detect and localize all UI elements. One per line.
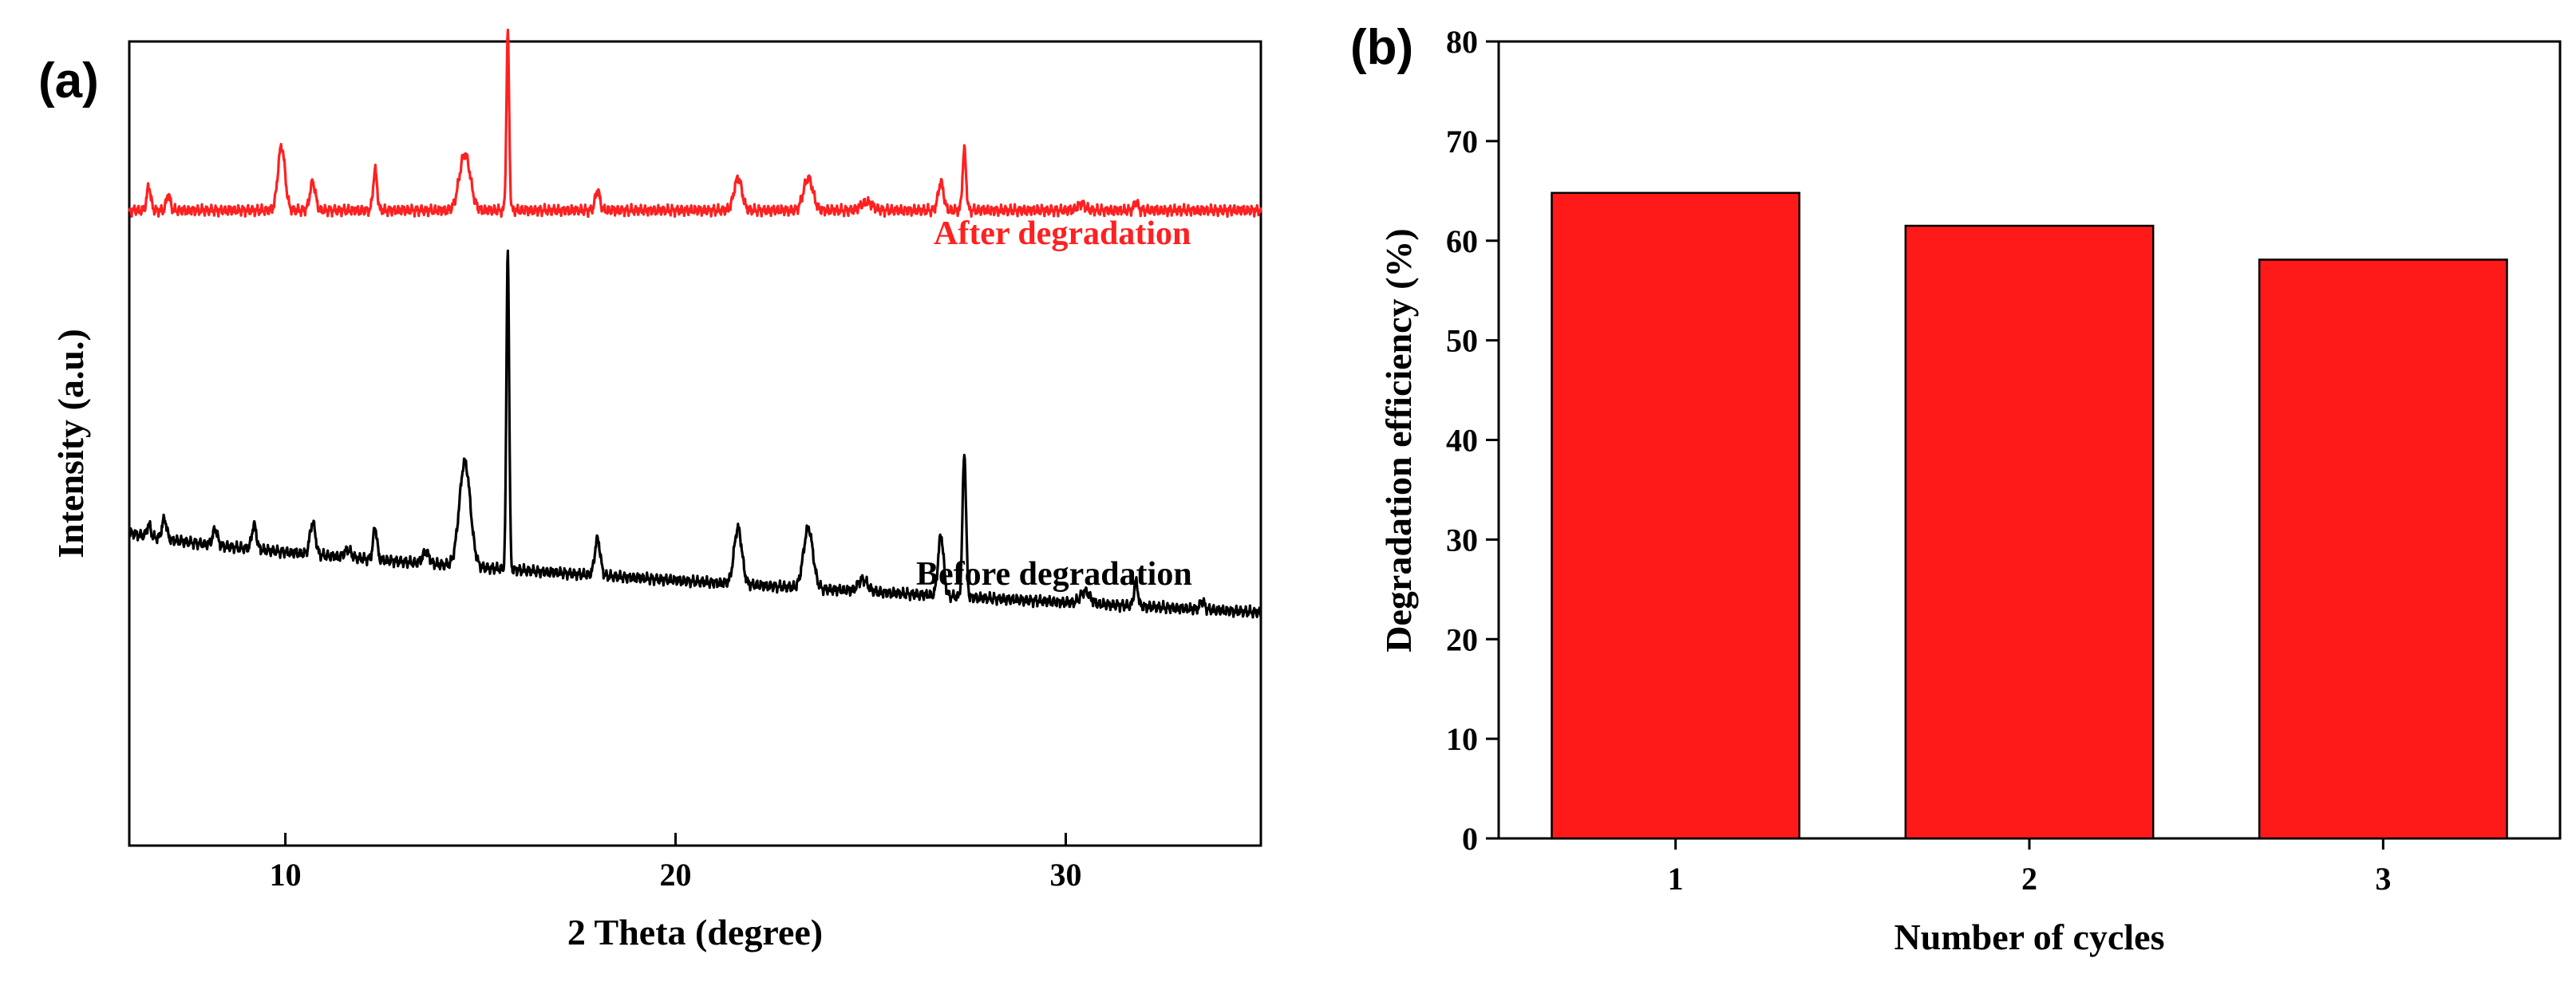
panel-a-series-line-before — [128, 249, 1262, 619]
panel-b-y-tick-label-30: 30 — [1446, 522, 1478, 558]
panel-b-y-tick-label-60: 60 — [1446, 223, 1478, 259]
panel-b-x-tick-label-1: 1 — [1668, 861, 1684, 897]
panel-b-bars — [1551, 191, 2508, 840]
panel-a-x-axis: 10 20 30 — [270, 833, 1082, 893]
panel-b-label: (b) — [1350, 20, 1413, 75]
panel-b-x-tick-label-2: 2 — [2021, 861, 2037, 897]
panel-b-y-tick-label-20: 20 — [1446, 621, 1478, 657]
panel-a-plot-frame — [128, 40, 1262, 847]
panel-b-y-tick-label-80: 80 — [1446, 24, 1478, 60]
panel-b-x-axis-title: Number of cycles — [1894, 917, 2165, 957]
panel-a-series — [128, 28, 1262, 619]
panel-b-x-tick-label-3: 3 — [2375, 861, 2391, 897]
panel-a-series-line-after — [128, 28, 1262, 219]
annotation-before-degradation: Before degradation — [916, 556, 1192, 593]
panel-b-bar-cycle-2 — [1904, 224, 2155, 840]
panel-b-y-tick-label-40: 40 — [1446, 423, 1478, 459]
panel-b-x-axis: 1 2 3 — [1668, 838, 2391, 897]
panel-b-y-axis: 0 10 20 30 40 50 60 70 80 — [1446, 24, 1499, 857]
panel-b-y-axis-title: Degradation efficiency (%) — [1378, 228, 1419, 652]
panel-a-x-tick-label-10: 10 — [270, 857, 302, 893]
panel-b: (b) 0 10 20 30 40 50 60 70 80 1 2 3 Number of cycl… — [1350, 20, 2562, 957]
panel-b-bar-cycle-3 — [2258, 258, 2508, 840]
annotation-after-degradation: After degradation — [934, 215, 1191, 252]
panel-b-y-tick-label-0: 0 — [1462, 821, 1478, 857]
panel-a-x-tick-label-20: 20 — [660, 857, 692, 893]
panel-b-y-tick-label-10: 10 — [1446, 721, 1478, 757]
panel-b-y-tick-label-70: 70 — [1446, 124, 1478, 160]
panel-a-y-axis-title: Intensity (a.u.) — [50, 329, 91, 558]
panel-a: (a) 10 20 30 After degradation Before degr… — [38, 28, 1262, 952]
panel-a-x-axis-title: 2 Theta (degree) — [567, 912, 823, 952]
panel-a-x-tick-label-30: 30 — [1050, 857, 1082, 893]
panel-b-bar-cycle-1 — [1551, 191, 1801, 840]
panel-a-label: (a) — [38, 53, 99, 108]
panel-b-y-tick-label-50: 50 — [1446, 323, 1478, 359]
